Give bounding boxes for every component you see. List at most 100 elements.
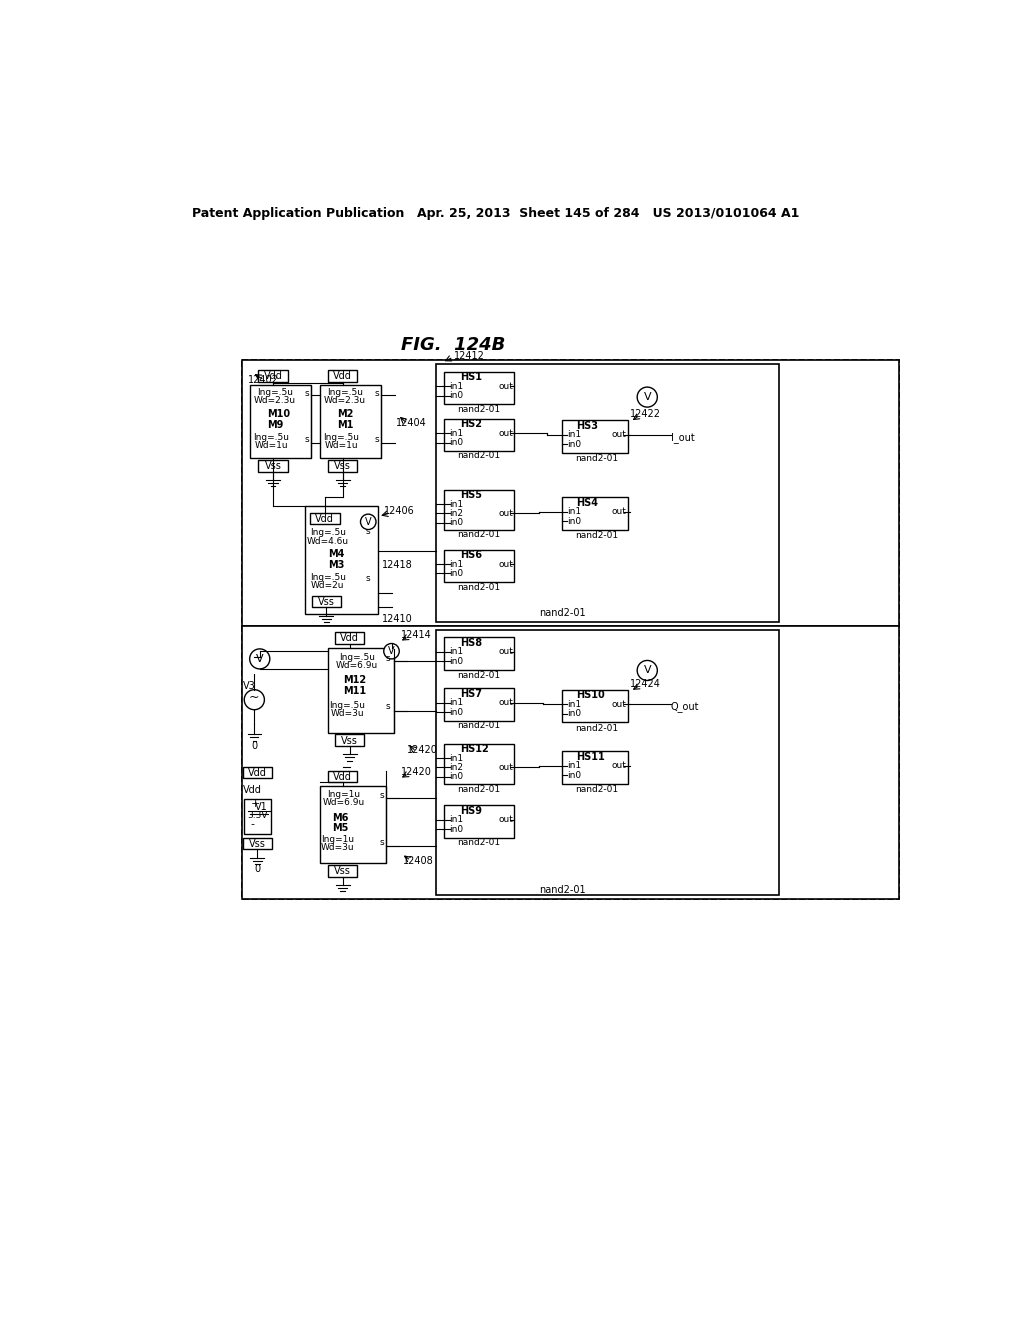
Bar [305,507,378,614]
Text: 12420: 12420 [400,767,432,777]
Bar [310,512,340,524]
Bar [258,461,288,471]
Text: in1: in1 [450,381,464,391]
Text: out: out [612,700,627,709]
Text: Vss: Vss [334,866,351,876]
Bar [444,372,514,404]
Text: HS10: HS10 [575,690,605,700]
Circle shape [250,649,270,669]
Text: 12420: 12420 [407,744,438,755]
Bar [444,549,514,582]
Text: Vdd: Vdd [333,772,352,781]
Text: Vss: Vss [341,735,358,746]
Text: 0: 0 [251,741,257,751]
Text: HS6: HS6 [460,550,481,560]
Bar [243,767,272,779]
Text: Ing=1u: Ing=1u [327,789,360,799]
Text: Q_out: Q_out [671,701,699,711]
Text: nand2-01: nand2-01 [575,454,618,463]
Text: 0: 0 [254,865,260,874]
Text: in1: in1 [450,500,464,508]
Bar [321,785,386,863]
Text: in1: in1 [567,430,582,440]
Text: in2: in2 [450,763,464,772]
Text: Vdd: Vdd [263,371,283,381]
Text: 12424: 12424 [630,680,662,689]
Circle shape [245,689,264,710]
Circle shape [360,513,376,529]
Text: M6: M6 [332,813,348,822]
Text: nand2-01: nand2-01 [458,405,501,414]
Text: Ing=.5u: Ing=.5u [253,433,290,442]
Bar [328,370,357,381]
Bar [562,498,628,529]
Text: out: out [499,698,514,708]
Text: Ing=.5u: Ing=.5u [330,701,366,710]
Text: in0: in0 [450,708,464,717]
Text: out: out [499,429,514,438]
Text: 12408: 12408 [403,855,434,866]
Text: Ing=.5u: Ing=.5u [327,388,362,397]
Text: V: V [256,653,263,664]
Text: in0: in0 [450,519,464,527]
Text: M10: M10 [267,409,291,418]
Text: nand2-01: nand2-01 [458,784,501,793]
Circle shape [637,387,657,407]
Text: in1: in1 [450,429,464,438]
Text: out: out [499,510,514,517]
Text: M4: M4 [328,549,344,560]
Text: in0: in0 [450,825,464,833]
Text: out: out [612,507,627,516]
Bar [444,688,514,721]
Text: Vss: Vss [334,462,351,471]
Bar [243,837,272,849]
Text: in0: in0 [450,391,464,400]
Text: M1: M1 [337,420,353,430]
Text: V: V [643,392,651,403]
Text: ~: ~ [249,690,259,704]
Text: Ing=1u: Ing=1u [321,834,354,843]
Text: HS7: HS7 [460,689,481,698]
Text: out: out [499,381,514,391]
Text: in1: in1 [450,560,464,569]
Text: out: out [499,816,514,824]
Bar [444,743,514,784]
Text: HS5: HS5 [460,490,481,500]
Text: Vdd: Vdd [315,513,334,524]
Text: in2: in2 [450,510,464,517]
Text: -: - [251,818,254,829]
Text: Vdd: Vdd [248,768,267,777]
Text: Wd=3u: Wd=3u [331,709,365,718]
Text: HS11: HS11 [575,751,605,762]
Text: V: V [388,647,395,656]
Bar [435,364,779,622]
Text: M3: M3 [328,560,344,570]
Text: in1: in1 [567,507,582,516]
Text: 12402: 12402 [248,375,279,385]
Text: Vdd: Vdd [333,371,352,381]
Text: in0: in0 [450,569,464,578]
Text: FIG.  124B: FIG. 124B [401,335,506,354]
Text: s: s [385,655,390,664]
Text: Ing=.5u: Ing=.5u [310,528,346,537]
Text: s: s [305,389,309,397]
Text: in0: in0 [567,516,582,525]
Bar [562,751,628,784]
Text: Vss: Vss [318,597,335,607]
Text: M9: M9 [267,420,284,430]
Text: nand2-01: nand2-01 [458,531,501,540]
Text: HS2: HS2 [460,418,481,429]
Text: in1: in1 [450,698,464,708]
Text: in1: in1 [450,816,464,824]
Text: s: s [366,528,371,536]
Text: V1: V1 [255,801,268,812]
Text: nand2-01: nand2-01 [458,722,501,730]
Text: out: out [499,763,514,772]
Text: in1: in1 [450,648,464,656]
Text: nand2-01: nand2-01 [458,451,501,461]
Bar [251,385,311,458]
Text: out: out [612,430,627,440]
Bar [328,866,357,876]
Text: s: s [380,838,385,846]
Text: V: V [643,665,651,676]
